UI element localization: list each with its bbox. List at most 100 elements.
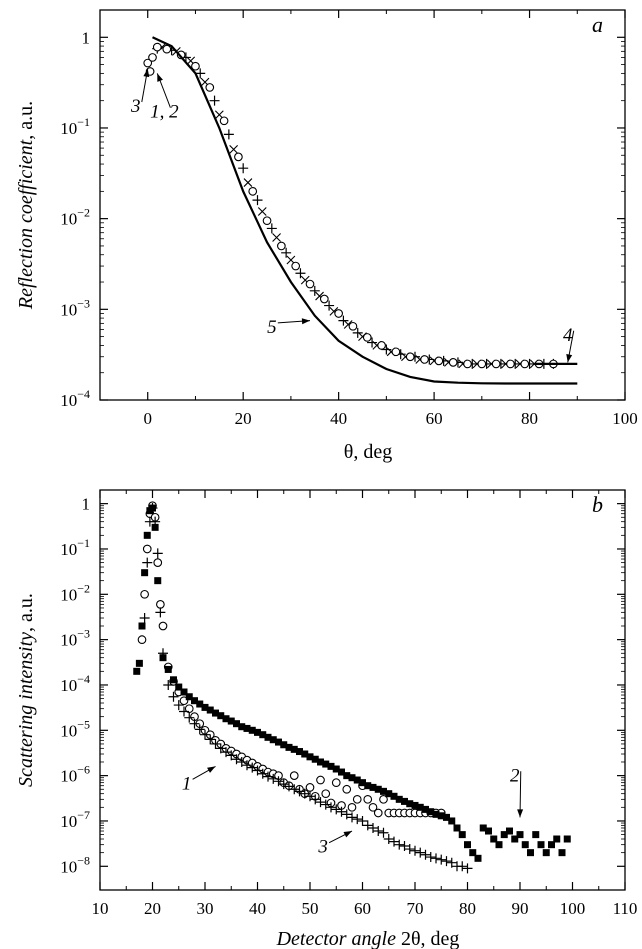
- circle-marker: [506, 359, 515, 369]
- curve-label-4: 4: [563, 325, 573, 346]
- y-tick-exponent: −7: [77, 808, 90, 822]
- square-marker: [180, 688, 188, 696]
- square-marker: [290, 745, 298, 753]
- plus-marker: [310, 794, 321, 805]
- square-marker: [201, 703, 209, 711]
- square-marker: [516, 831, 524, 839]
- square-marker: [185, 693, 193, 701]
- circle-marker: [143, 58, 153, 68]
- square-marker: [495, 841, 503, 849]
- circle-marker: [379, 794, 388, 804]
- y-tick-exponent: −8: [77, 853, 90, 867]
- plus-marker: [368, 822, 378, 833]
- curve-label-1: 1: [182, 773, 192, 794]
- x-tick-label: 40: [330, 409, 347, 428]
- curve-label-5: 5: [267, 317, 277, 338]
- square-marker: [364, 782, 372, 790]
- plus-marker: [205, 734, 216, 745]
- plus-marker: [331, 804, 342, 815]
- square-marker: [206, 706, 214, 714]
- square-marker: [212, 709, 219, 717]
- y-tick-mantissa: 10: [60, 585, 77, 604]
- y-tick-mantissa: 10: [60, 721, 77, 740]
- circle-marker: [348, 321, 358, 331]
- circle-marker: [248, 187, 258, 196]
- square-marker: [343, 772, 351, 780]
- y-tick-exponent: −2: [77, 206, 90, 220]
- circle-marker: [305, 783, 315, 792]
- plus-marker: [309, 285, 320, 296]
- square-marker: [464, 841, 471, 849]
- square-marker: [227, 717, 235, 725]
- y-tick-exponent: −4: [77, 387, 90, 401]
- plus-marker: [446, 857, 457, 868]
- y-tick-mantissa: 10: [60, 767, 77, 786]
- annotation-arrowhead: [566, 353, 573, 363]
- x-axis-a: 0 20 40 60 80 100: [143, 10, 638, 428]
- plus-marker: [278, 779, 289, 790]
- plus-marker: [168, 691, 179, 702]
- plus-marker: [420, 849, 431, 860]
- plus-marker: [305, 791, 315, 802]
- circle-marker: [491, 359, 501, 369]
- square-marker: [458, 831, 466, 839]
- plus-marker: [415, 847, 426, 858]
- y-axis-label-a: Reflection coefficient, a.u.: [15, 101, 37, 310]
- plus-marker: [252, 195, 263, 206]
- square-marker: [353, 776, 361, 784]
- plus-marker: [281, 247, 292, 258]
- plus-marker: [139, 613, 150, 624]
- cross-marker: [243, 178, 253, 187]
- square-marker: [369, 783, 377, 791]
- annotation-arrowhead: [343, 831, 352, 838]
- square-marker: [248, 726, 256, 734]
- plus-marker: [155, 607, 166, 618]
- cross-marker: [272, 233, 281, 242]
- plus-marker: [352, 814, 363, 825]
- circle-marker: [434, 356, 444, 366]
- square-marker: [427, 808, 435, 816]
- y-tick-label: 10−3: [60, 627, 90, 650]
- square-marker: [359, 779, 366, 787]
- plus-marker: [231, 754, 242, 765]
- marks-clipped: [143, 36, 578, 385]
- x-tick-label: 100: [560, 899, 586, 918]
- plus-marker: [158, 648, 168, 659]
- square-marker: [374, 785, 382, 793]
- circle-marker: [176, 50, 186, 60]
- square-marker: [448, 817, 456, 825]
- y-tick-mantissa: 10: [60, 300, 77, 319]
- plus-marker: [431, 853, 441, 864]
- square-marker: [191, 697, 198, 705]
- plus-marker: [436, 854, 447, 865]
- square-marker: [269, 736, 277, 744]
- plus-marker: [195, 68, 206, 79]
- plus-marker: [200, 729, 210, 740]
- circle-marker: [291, 261, 301, 271]
- square-marker: [151, 523, 159, 531]
- circle-marker: [137, 635, 147, 644]
- circle-marker: [305, 279, 315, 289]
- square-marker: [259, 731, 267, 739]
- square-marker: [542, 849, 550, 857]
- square-marker: [553, 835, 561, 843]
- x-axis-b: 10 20 30 40 50 60 70 80 90 100 110: [92, 490, 637, 918]
- annotation-arrowhead: [207, 766, 216, 773]
- square-marker: [332, 765, 340, 773]
- plus-marker: [399, 841, 410, 852]
- plus-marker: [268, 773, 279, 784]
- square-marker: [141, 569, 149, 577]
- annotation-arrowhead: [143, 68, 150, 78]
- y-tick-mantissa: 10: [60, 676, 77, 695]
- plus-marker: [194, 724, 205, 735]
- circle-marker: [334, 309, 343, 318]
- square-marker: [406, 800, 414, 808]
- curve-label-1-2: 1, 2: [150, 102, 179, 123]
- circle-marker: [289, 771, 299, 780]
- plus-marker: [289, 784, 300, 795]
- y-axis-label-b-unit: , a.u.: [15, 593, 37, 632]
- circle-marker: [234, 152, 243, 162]
- annotation-arrowhead: [517, 809, 524, 818]
- plus-marker: [150, 516, 161, 527]
